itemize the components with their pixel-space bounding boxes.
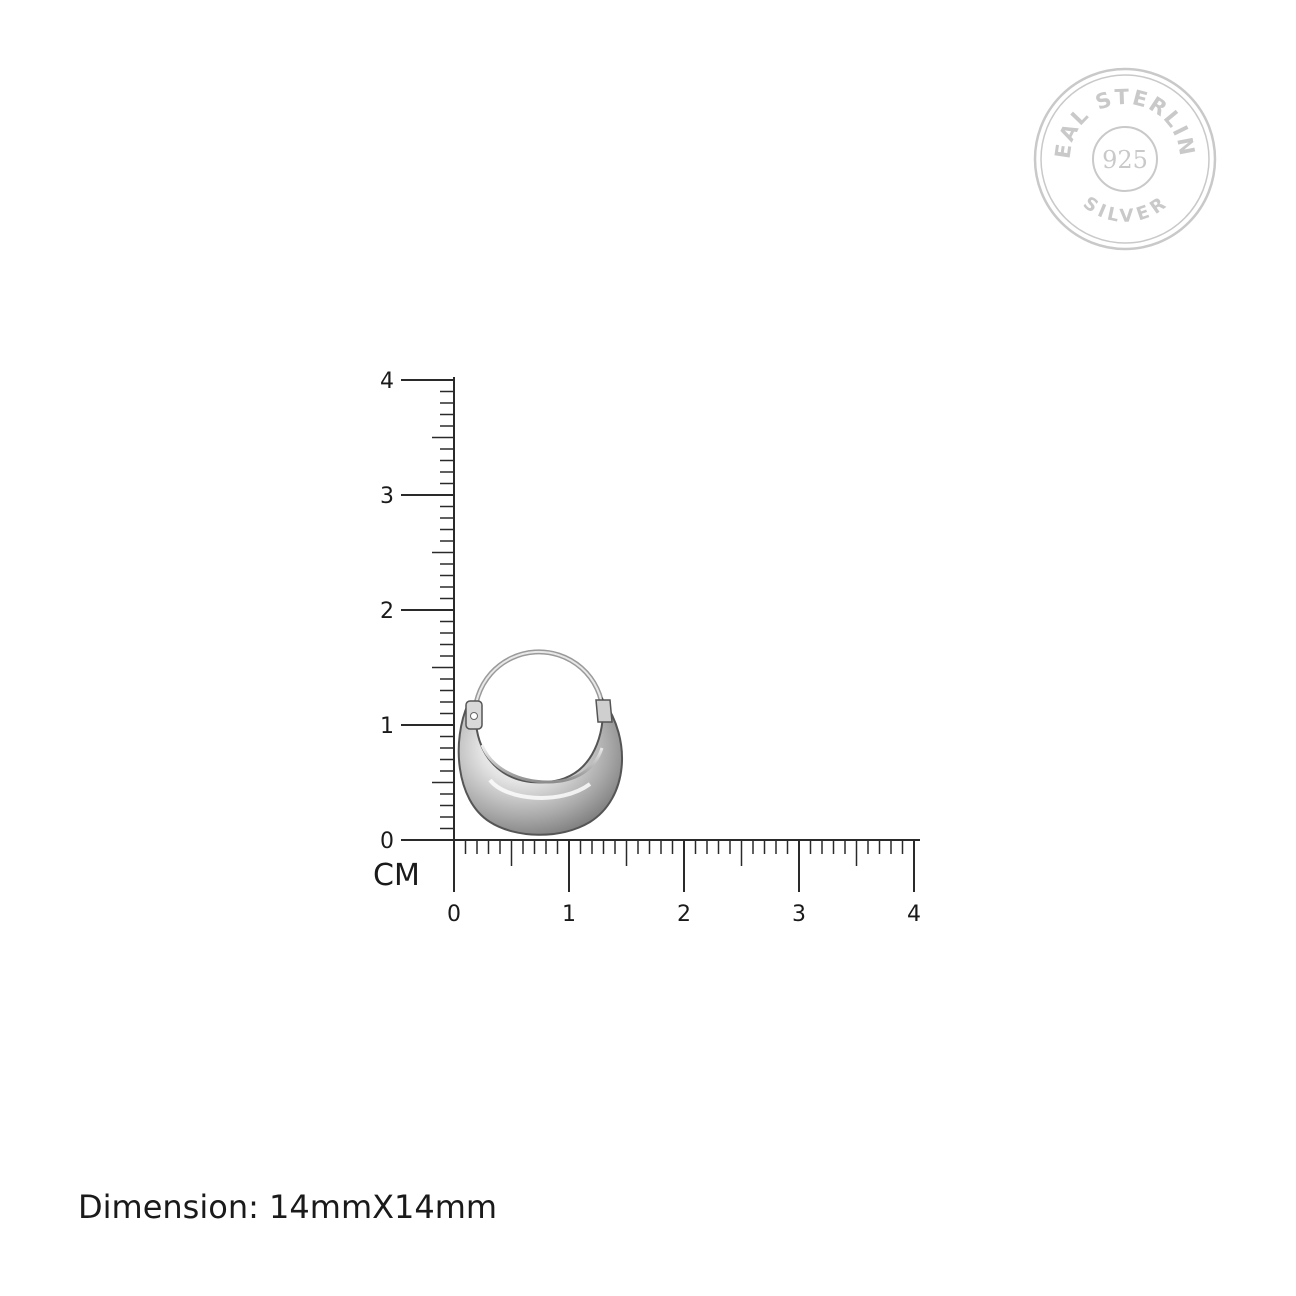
cm-ruler: 0 1 2 3 4 0 1 2 3 4 CM — [373, 369, 921, 927]
ruler-x-tick-label: 4 — [907, 902, 921, 927]
ruler-x-tick-label: 1 — [562, 902, 576, 927]
badge-center-text: 925 — [1102, 146, 1148, 174]
ruler-y-tick-label: 0 — [380, 829, 394, 854]
ruler-y-tick-label: 4 — [380, 369, 394, 394]
ruler-y-tick-label: 3 — [380, 484, 394, 509]
silver-hoop-earring — [457, 649, 623, 836]
sterling-silver-badge: REAL STERLING 925 SILVER — [0, 0, 1217, 251]
ruler-x-tick-label: 2 — [677, 902, 691, 927]
ruler-y-tick-label: 1 — [380, 714, 394, 739]
ruler-x-tick-label: 3 — [792, 902, 806, 927]
ruler-x-tick-label: 0 — [447, 902, 461, 927]
dimension-caption: Dimension: 14mmX14mm — [78, 1188, 498, 1226]
ruler-unit-label: CM — [373, 858, 420, 893]
badge-top-text: REAL STERLING — [0, 0, 1200, 160]
ruler-y-tick-label: 2 — [380, 599, 394, 624]
badge-bottom-text: SILVER — [1079, 193, 1171, 227]
